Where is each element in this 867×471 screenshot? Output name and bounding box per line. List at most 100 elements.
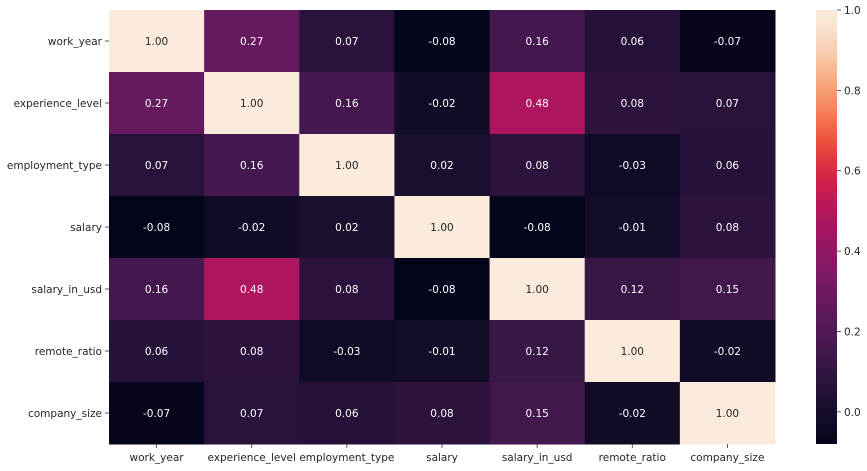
heatmap-cell-remote_ratio-salary_in_usd [489, 320, 586, 383]
cell-value-label: 0.07 [240, 408, 263, 420]
colorbar-tick-label: 0.0 [844, 407, 861, 419]
y-tick-label-experience_level: experience_level [14, 98, 102, 110]
cell-value-label: 0.15 [716, 284, 739, 296]
heatmap-cell-work_year-salary_in_usd [489, 10, 586, 73]
heatmap-cell-employment_type-company_size [679, 134, 776, 197]
heatmap-cell-experience_level-company_size [679, 72, 776, 135]
heatmap-cell-labels: 1.00 0.27 0.07 -0.08 0.16 0.06 -0.07 0.27 1.00 0.… [143, 36, 741, 420]
heatmap-cell-remote_ratio-remote_ratio [584, 320, 681, 383]
cell-value-label: 1.00 [621, 346, 644, 358]
heatmap-cell-salary-salary [394, 196, 491, 259]
x-tick-label-salary: salary [426, 452, 458, 464]
heatmap-cell-experience_level-employment_type [299, 72, 395, 135]
cell-value-label: -0.03 [333, 346, 360, 358]
colorbar-tick-label: 0.2 [844, 326, 861, 338]
colorbar-tick-label: 0.8 [844, 85, 861, 97]
cell-value-label: 0.07 [145, 160, 168, 172]
cell-value-label: 0.16 [525, 36, 549, 48]
cell-value-label: 0.12 [525, 346, 548, 358]
y-tick-label-company_size: company_size [28, 408, 102, 420]
heatmap-cell-remote_ratio-work_year [109, 320, 205, 383]
heatmap-cell-company_size-experience_level [204, 382, 300, 445]
cell-value-label: 0.08 [525, 160, 548, 172]
x-tick-label-salary_in_usd: salary_in_usd [502, 452, 573, 464]
heatmap-cell-salary_in_usd-employment_type [299, 258, 395, 321]
y-tick-label-remote_ratio: remote_ratio [35, 346, 102, 358]
cell-value-label: 0.16 [335, 98, 359, 110]
cell-value-label: -0.07 [714, 36, 741, 48]
heatmap-cell-employment_type-salary_in_usd [489, 134, 586, 197]
heatmap-cell-company_size-salary [394, 382, 491, 445]
cell-value-label: 0.02 [430, 160, 453, 172]
y-tick-labels: work_year experience_level employment_type… [7, 36, 109, 420]
cell-value-label: -0.08 [428, 36, 455, 48]
heatmap-cell-company_size-work_year [109, 382, 205, 445]
cell-value-label: 0.07 [335, 36, 358, 48]
cell-value-label: 0.27 [240, 36, 263, 48]
heatmap-cell-salary_in_usd-work_year [109, 258, 205, 321]
cell-value-label: -0.08 [428, 284, 455, 296]
y-tick-label-employment_type: employment_type [7, 160, 102, 172]
y-tick-label-salary_in_usd: salary_in_usd [31, 284, 102, 296]
cell-value-label: 0.16 [240, 160, 264, 172]
x-tick-label-experience_level: experience_level [208, 452, 296, 464]
cell-value-label: 1.00 [716, 408, 739, 420]
cell-value-label: 1.00 [335, 160, 358, 172]
cell-value-label: 0.16 [145, 284, 169, 296]
heatmap-cell-experience_level-remote_ratio [584, 72, 681, 135]
heatmap-cell-salary_in_usd-salary_in_usd [489, 258, 586, 321]
cell-value-label: -0.08 [524, 222, 551, 234]
colorbar-ticks: 0.0 0.2 0.4 0.6 0.8 1.0 [837, 5, 861, 419]
cell-value-label: -0.03 [619, 160, 646, 172]
cell-value-label: 0.48 [240, 284, 263, 296]
cell-value-label: -0.02 [619, 408, 646, 420]
heatmap-cell-remote_ratio-employment_type [299, 320, 395, 383]
colorbar: 0.0 0.2 0.4 0.6 0.8 1.0 [816, 5, 861, 444]
heatmap-cell-remote_ratio-salary [394, 320, 491, 383]
x-tick-label-remote_ratio: remote_ratio [599, 452, 666, 464]
heatmap-cell-work_year-experience_level [204, 10, 300, 73]
y-tick-label-work_year: work_year [48, 36, 103, 48]
heatmap-cell-employment_type-salary [394, 134, 491, 197]
heatmap-cell-experience_level-experience_level [204, 72, 300, 135]
cell-value-label: 0.12 [621, 284, 644, 296]
cell-value-label: 0.06 [335, 408, 359, 420]
heatmap-cell-work_year-work_year [109, 10, 205, 73]
heatmap-cell-salary-remote_ratio [584, 196, 681, 259]
heatmap-cell-salary_in_usd-salary [394, 258, 491, 321]
heatmap-cell-experience_level-salary [394, 72, 491, 135]
cell-value-label: 0.06 [145, 346, 169, 358]
y-tick-label-salary: salary [70, 222, 102, 234]
cell-value-label: 0.02 [335, 222, 358, 234]
cell-value-label: 0.08 [335, 284, 358, 296]
heatmap-cell-remote_ratio-experience_level [204, 320, 300, 383]
cell-value-label: 0.08 [430, 408, 453, 420]
heatmap-cell-experience_level-work_year [109, 72, 205, 135]
x-tick-label-work_year: work_year [130, 452, 185, 464]
cell-value-label: 1.00 [240, 98, 263, 110]
cell-value-label: 0.06 [716, 160, 740, 172]
heatmap-cells [109, 10, 776, 445]
heatmap-cell-salary_in_usd-remote_ratio [584, 258, 681, 321]
heatmap-cell-work_year-employment_type [299, 10, 395, 73]
x-tick-labels: work_year experience_level employment_type… [130, 444, 764, 464]
heatmap-cell-company_size-salary_in_usd [489, 382, 586, 445]
heatmap-cell-employment_type-experience_level [204, 134, 300, 197]
colorbar-tick-label: 1.0 [844, 5, 861, 17]
cell-value-label: -0.08 [143, 222, 170, 234]
heatmap-cell-employment_type-work_year [109, 134, 205, 197]
cell-value-label: -0.01 [428, 346, 455, 358]
heatmap-cell-salary-salary_in_usd [489, 196, 586, 259]
heatmap-cell-employment_type-employment_type [299, 134, 395, 197]
heatmap-cell-company_size-employment_type [299, 382, 395, 445]
colorbar-gradient [816, 10, 837, 444]
cell-value-label: -0.02 [238, 222, 265, 234]
cell-value-label: 0.08 [621, 98, 644, 110]
cell-value-label: 0.48 [525, 98, 548, 110]
cell-value-label: 1.00 [525, 284, 548, 296]
colorbar-tick-label: 0.6 [844, 166, 861, 178]
cell-value-label: -0.02 [714, 346, 741, 358]
cell-value-label: 0.27 [145, 98, 168, 110]
cell-value-label: 1.00 [430, 222, 453, 234]
cell-value-label: 0.07 [716, 98, 739, 110]
